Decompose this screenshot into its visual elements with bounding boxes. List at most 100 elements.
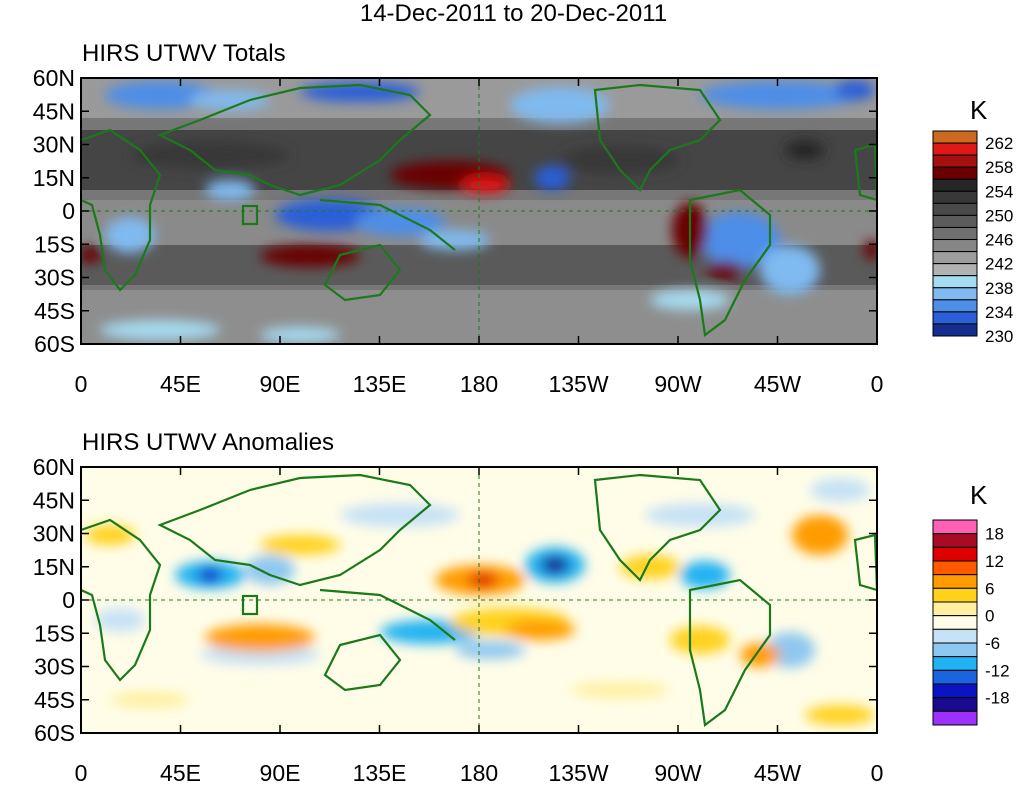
totals-panel-title: HIRS UTWV Totals (82, 40, 286, 67)
totals-colorbar: 262 258 254 250 246 242 238 234 230 (932, 130, 1013, 346)
anomalies-colorbar: 18 12 6 0 -6 -12 -18 (932, 519, 1010, 726)
anomalies-colorbar-box (932, 601, 978, 617)
totals-colorbar-label: 250 (985, 206, 1013, 225)
totals-lat-label: 30S (34, 265, 75, 291)
totals-colorbar-label: 234 (985, 303, 1013, 322)
anomalies-colorbar-box (932, 533, 978, 548)
totals-lat-label: 60N (33, 65, 75, 91)
anomalies-colorbar-box (932, 683, 978, 699)
totals-colorbar-box (932, 239, 978, 253)
totals-colorbar-box (932, 202, 978, 216)
totals-lat-label: 45S (34, 298, 75, 324)
anomalies-colorbar-box (932, 628, 978, 644)
totals-colorbar-box (932, 190, 978, 204)
anomalies-lon-label: 135W (548, 760, 608, 785)
totals-lon-label: 45E (160, 371, 201, 397)
anomalies-colorbar-label: 12 (985, 552, 1004, 571)
anomalies-colorbar-box (932, 574, 978, 589)
totals-lat-label: 15S (34, 231, 75, 257)
anomalies-lat-label: 45S (34, 687, 75, 713)
anomalies-lon-label: 0 (871, 760, 884, 785)
anomalies-lat-label: 15S (34, 620, 75, 646)
totals-colorbar-label: 258 (985, 158, 1013, 177)
anomalies-colorbar-label: 0 (985, 607, 994, 626)
anomalies-colorbar-unit: K (970, 480, 988, 510)
totals-colorbar-box (932, 142, 978, 156)
anomalies-coastlines (81, 473, 877, 727)
totals-colorbar-label: 242 (985, 255, 1013, 274)
totals-contours (81, 80, 877, 343)
totals-lon-label: 90E (260, 371, 301, 397)
anomalies-colorbar-label: -18 (985, 689, 1010, 708)
totals-colorbar-box (932, 166, 978, 180)
anomalies-lon-label: 45E (160, 760, 201, 785)
totals-colorbar-box (932, 323, 978, 337)
totals-colorbar-box (932, 287, 978, 301)
anomalies-lon-label: 180 (460, 760, 498, 785)
totals-lon-label: 45W (754, 371, 802, 397)
anomalies-lon-label: 90E (260, 760, 301, 785)
totals-coastlines (81, 83, 877, 337)
anomalies-colorbar-box (932, 546, 978, 562)
anomalies-colorbar-box (932, 560, 978, 576)
totals-field (81, 78, 877, 344)
totals-colorbar-unit: K (970, 95, 988, 125)
totals-colorbar-box (932, 311, 978, 325)
totals-colorbar-box (932, 226, 978, 241)
anomalies-lat-label: 45N (33, 487, 75, 513)
totals-colorbar-label: 254 (985, 182, 1013, 201)
anomalies-colorbar-box (932, 615, 978, 630)
totals-lat-label: 60S (34, 331, 75, 357)
anomalies-colorbar-box (932, 519, 978, 535)
anomalies-contours (85, 478, 875, 725)
figure-title: 14-Dec-2011 to 20-Dec-2011 (359, 0, 668, 27)
anomalies-colorbar-label: -12 (985, 661, 1010, 680)
anomalies-panel-title: HIRS UTWV Anomalies (82, 429, 335, 456)
anomalies-colorbar-box (932, 710, 978, 726)
anomalies-lat-label: 30S (34, 654, 75, 680)
anomalies-colorbar-box (932, 656, 978, 671)
totals-lat-label: 45N (33, 98, 75, 124)
totals-lat-label: 30N (33, 132, 75, 158)
anomalies-colorbar-box (932, 697, 978, 712)
totals-colorbar-box (932, 251, 978, 265)
totals-lon-label: 0 (871, 371, 884, 397)
totals-colorbar-box (932, 275, 978, 289)
totals-colorbar-box (932, 263, 978, 277)
totals-lon-label: 135E (353, 371, 407, 397)
anomalies-lon-label: 0 (75, 760, 88, 785)
anomalies-colorbar-box (932, 587, 978, 603)
totals-lon-label: 0 (75, 371, 88, 397)
anomalies-field (81, 467, 877, 733)
anomalies-colorbar-box (932, 669, 978, 685)
totals-lat-label: 15N (33, 165, 75, 191)
anomalies-colorbar-label: 6 (985, 579, 994, 598)
totals-colorbar-box (932, 154, 978, 168)
totals-lat-label: 0 (62, 198, 75, 224)
totals-colorbar-box (932, 130, 978, 144)
totals-colorbar-box (932, 178, 978, 192)
totals-colorbar-label: 230 (985, 327, 1013, 346)
anomalies-colorbar-label: -6 (985, 634, 1000, 653)
totals-colorbar-label: 238 (985, 279, 1013, 298)
totals-colorbar-label: 246 (985, 231, 1013, 250)
totals-colorbar-label: 262 (985, 134, 1013, 153)
anomalies-lon-label: 45W (754, 760, 802, 785)
anomalies-lon-label: 135E (353, 760, 407, 785)
totals-lon-label: 135W (548, 371, 608, 397)
anomalies-lat-label: 60S (34, 720, 75, 746)
totals-lon-label: 90W (654, 371, 702, 397)
totals-colorbar-box (932, 299, 978, 313)
totals-colorbar-box (932, 214, 978, 228)
anomalies-lat-label: 30N (33, 521, 75, 547)
anomalies-colorbar-label: 18 (985, 525, 1004, 544)
anomalies-lat-label: 15N (33, 554, 75, 580)
anomalies-lat-label: 60N (33, 454, 75, 480)
totals-lon-label: 180 (460, 371, 498, 397)
